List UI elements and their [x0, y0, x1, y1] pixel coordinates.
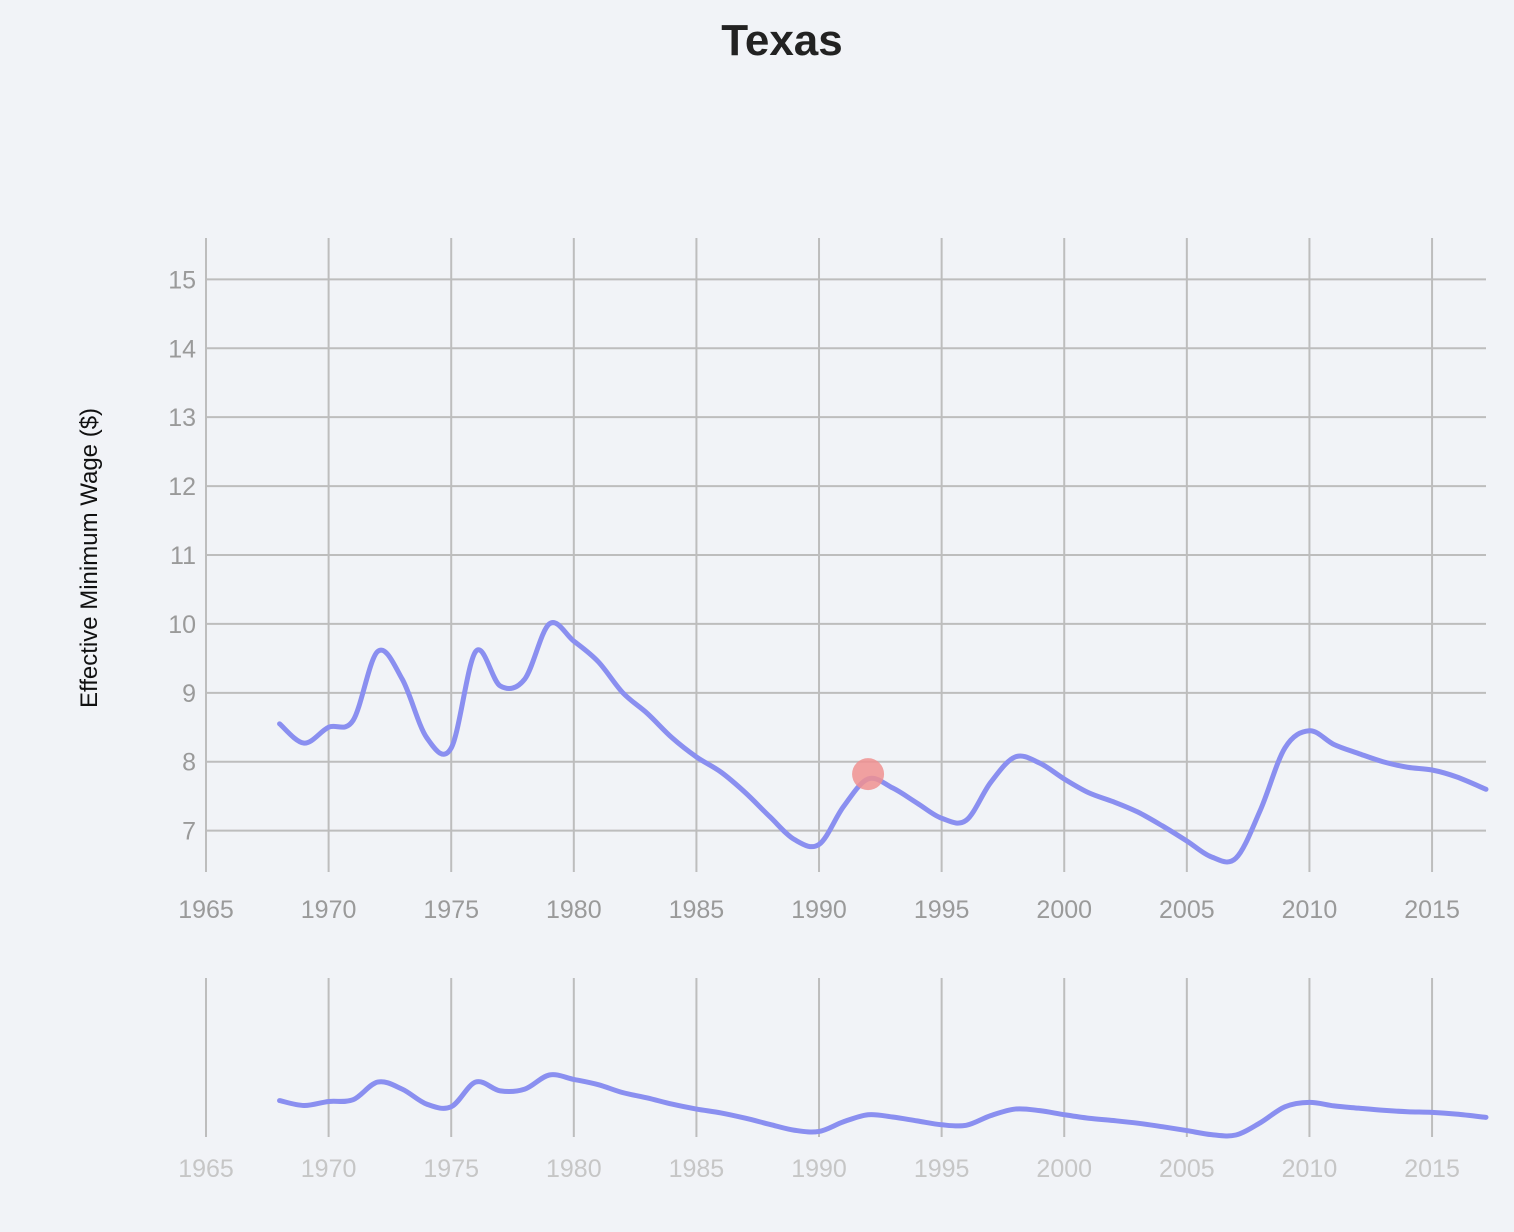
x-tick-label: 1970: [301, 896, 357, 924]
context-x-tick-label: 1985: [669, 1155, 725, 1183]
x-tick-label: 1980: [546, 896, 602, 924]
context-x-tick-label: 1980: [546, 1155, 602, 1183]
y-tick-label: 11: [170, 542, 196, 570]
x-tick-label: 1965: [178, 896, 234, 924]
context-x-tick-label: 2010: [1282, 1155, 1338, 1183]
y-tick-label: 13: [168, 404, 196, 432]
context-x-tick-label: 2015: [1404, 1155, 1460, 1183]
x-tick-label: 2015: [1404, 896, 1460, 924]
context-x-tick-label: 2005: [1159, 1155, 1215, 1183]
y-tick-label: 12: [168, 473, 196, 501]
context-x-tick-label: 1970: [301, 1155, 357, 1183]
y-tick-label: 10: [168, 611, 196, 639]
y-tick-label: 14: [168, 335, 196, 363]
context-x-tick-label: 1990: [791, 1155, 847, 1183]
x-tick-label: 1995: [914, 896, 970, 924]
main-y-ticks: 7 8 9 10 11 12 13 14 15: [168, 266, 196, 845]
context-series-line[interactable]: [277, 1072, 1489, 1139]
y-tick-label: 9: [182, 680, 196, 708]
x-tick-label: 1990: [791, 896, 847, 924]
highlight-point[interactable]: [852, 758, 885, 791]
context-x-tick-label: 1965: [178, 1155, 234, 1183]
y-tick-label: 15: [168, 266, 196, 294]
context-x-tick-label: 1975: [423, 1155, 479, 1183]
context-grid: [205, 978, 1434, 1137]
context-x-tick-label: 2000: [1036, 1155, 1092, 1183]
x-tick-label: 2000: [1036, 896, 1092, 924]
y-tick-label: 8: [182, 749, 196, 777]
main-grid: [205, 238, 1486, 872]
chart-title: Texas: [721, 16, 843, 65]
main-series-line: [277, 620, 1489, 865]
context-x-ticks: 1965 1970 1975 1980 1985 1990 1995 2000 2005 2010…: [178, 1155, 1460, 1183]
x-tick-label: 1975: [423, 896, 479, 924]
context-x-tick-label: 1995: [914, 1155, 970, 1183]
x-tick-label: 2010: [1282, 896, 1338, 924]
x-tick-label: 1985: [669, 896, 725, 924]
main-x-ticks: 1965 1970 1975 1980 1985 1990 1995 2000 2005 2010…: [178, 896, 1460, 924]
x-tick-label: 2005: [1159, 896, 1215, 924]
y-tick-label: 7: [182, 818, 196, 846]
